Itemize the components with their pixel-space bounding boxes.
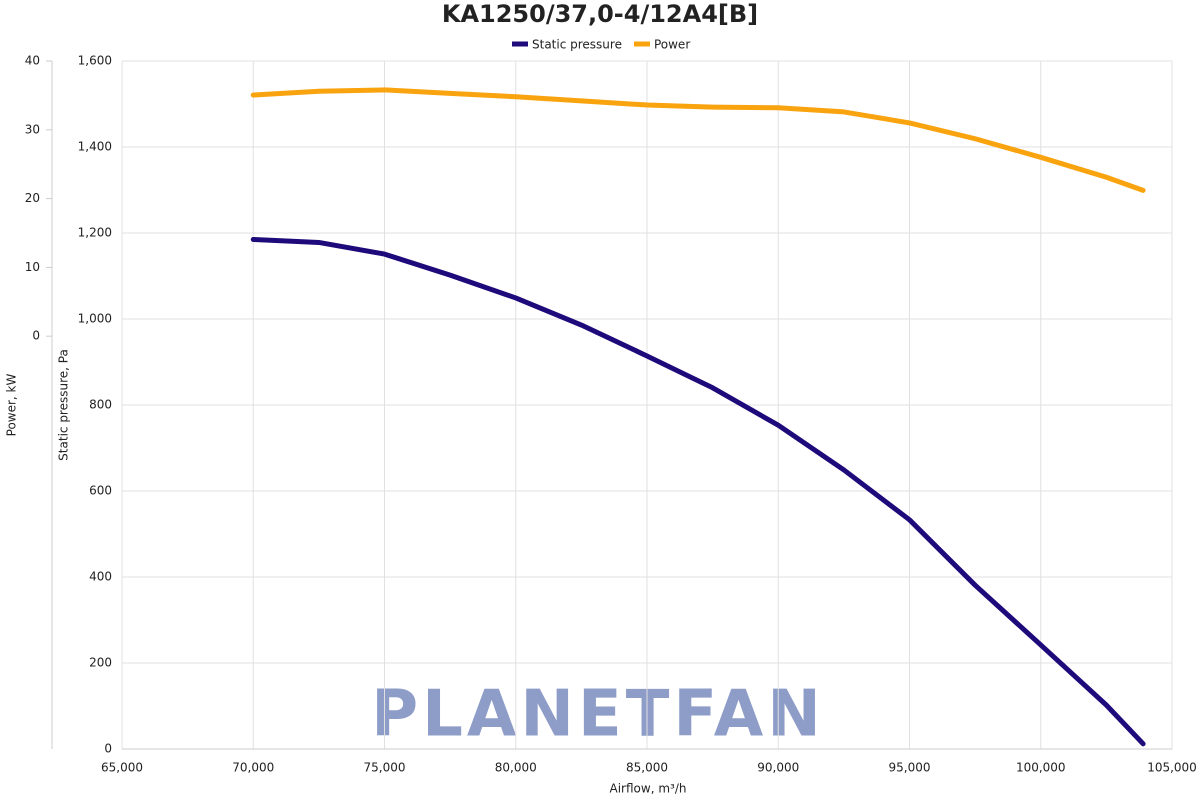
series-line: [250, 87, 1146, 193]
x-tick-label: 75,000: [364, 761, 406, 775]
x-tick-label: 95,000: [889, 761, 931, 775]
watermark: PLANETFAN: [371, 678, 825, 752]
x-tick-label: 85,000: [626, 761, 668, 775]
y-tick-label: 600: [89, 484, 112, 498]
y2-tick-label: 40: [25, 54, 40, 68]
x-tick-label: 80,000: [495, 761, 537, 775]
chart-title: KA1250/37,0-4/12A4[B]: [442, 0, 758, 28]
y-tick-label: 1,200: [78, 226, 112, 240]
legend-label: Power: [654, 38, 690, 52]
y-tick-label: 400: [89, 570, 112, 584]
x-tick-label: 65,000: [101, 761, 143, 775]
x-tick-label: 70,000: [232, 761, 274, 775]
x-axis-label: Airflow, m³/h: [610, 782, 687, 796]
y2-tick-label: 20: [25, 191, 40, 205]
x-tick-label: 90,000: [757, 761, 799, 775]
y-tick-label: 0: [104, 742, 112, 756]
y-tick-label: 800: [89, 398, 112, 412]
y2-tick-label: 10: [25, 260, 40, 274]
y-tick-label: 1,600: [78, 54, 112, 68]
y2-axis-label: Power, kW: [5, 374, 19, 437]
legend-label: Static pressure: [532, 38, 622, 52]
y2-tick-label: 0: [32, 329, 40, 343]
y2-tick-label: 30: [25, 122, 40, 136]
y-axis-label: Static pressure, Pa: [57, 349, 71, 461]
series-line: [250, 236, 1146, 747]
y-tick-label: 200: [89, 656, 112, 670]
x-tick-label: 105,000: [1147, 761, 1197, 775]
y-tick-label: 1,000: [78, 312, 112, 326]
x-tick-label: 100,000: [1016, 761, 1066, 775]
y-tick-label: 1,400: [78, 140, 112, 154]
